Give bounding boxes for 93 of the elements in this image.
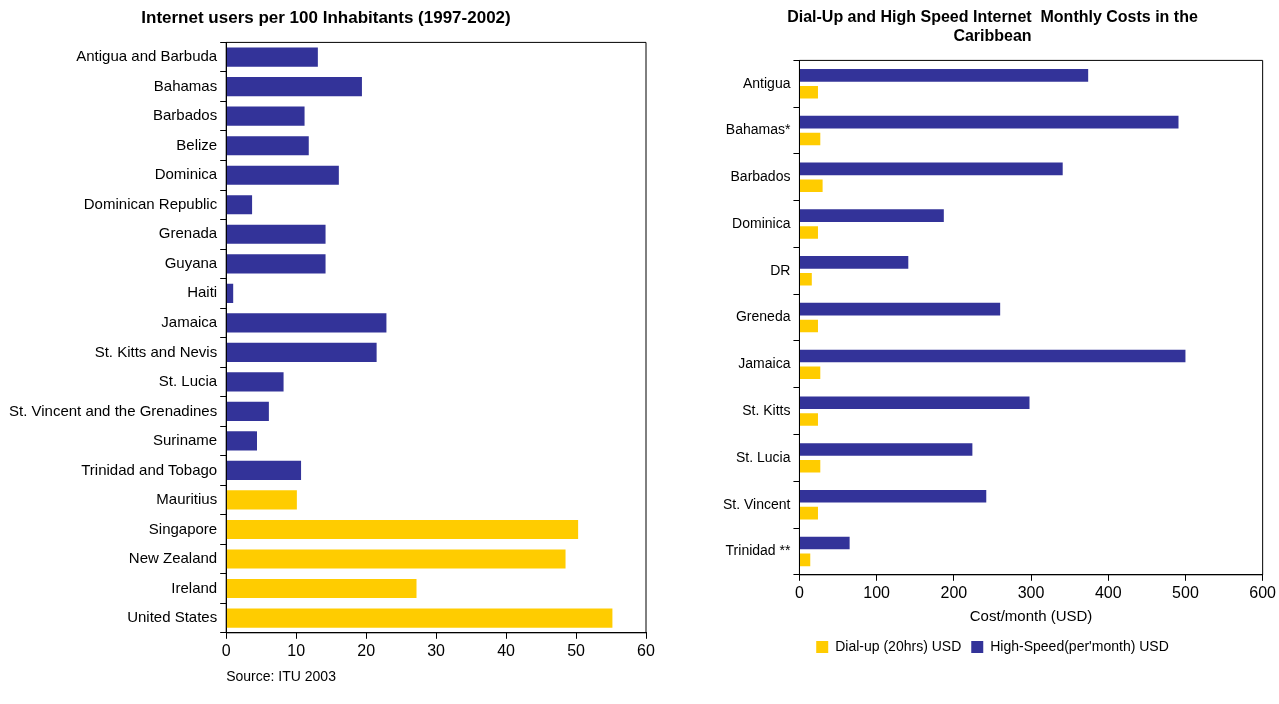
y-tick-label: Belize xyxy=(176,135,218,153)
y-tick-label: United States xyxy=(127,608,218,626)
bar xyxy=(799,179,823,193)
bar xyxy=(799,162,1063,176)
bar xyxy=(226,431,257,451)
bar xyxy=(799,256,909,269)
x-axis-title: Cost/month (USD) xyxy=(969,607,1093,625)
y-tick-label: Bahamas xyxy=(153,76,218,94)
x-tick-label: 0 xyxy=(221,641,231,659)
x-tick-label: 60 xyxy=(637,641,655,659)
bar xyxy=(226,372,284,392)
y-tick-label: Dominica xyxy=(732,214,791,231)
legend-label: High-Speed(per'month) USD xyxy=(990,637,1169,654)
bar xyxy=(799,366,821,380)
x-tick-label: 40 xyxy=(497,641,516,659)
bar xyxy=(226,519,579,540)
bar xyxy=(799,349,1186,363)
bar xyxy=(799,460,821,473)
y-tick-label: Dominican Republic xyxy=(83,194,218,212)
y-tick-label: Mauritius xyxy=(156,490,218,508)
bar xyxy=(226,195,253,215)
y-tick-label: Trinidad ** xyxy=(725,542,791,559)
x-tick-label: 200 xyxy=(940,583,968,601)
bar xyxy=(226,578,417,599)
y-tick-label: Guyana xyxy=(164,253,218,271)
y-tick-label: Barbados xyxy=(152,106,218,124)
y-tick-label: St. Lucia xyxy=(735,448,791,465)
x-tick-label: 10 xyxy=(287,641,306,659)
bar xyxy=(799,226,818,239)
bar xyxy=(226,608,613,628)
bar xyxy=(226,106,305,126)
bar xyxy=(799,85,818,99)
y-tick-label: Grenada xyxy=(158,224,218,242)
bar xyxy=(226,401,269,421)
y-tick-label: New Zealand xyxy=(128,549,218,567)
x-tick-label: 100 xyxy=(863,583,891,601)
chart-title: Internet users per 100 Inhabitants (1997-2002) xyxy=(141,7,511,27)
y-tick-label: Jamaica xyxy=(161,312,218,330)
bar xyxy=(226,490,297,510)
x-tick-label: 300 xyxy=(1017,583,1045,601)
y-tick-label: St. Lucia xyxy=(158,372,218,390)
y-tick-label: Haiti xyxy=(187,283,218,301)
x-tick-label: 20 xyxy=(357,641,376,659)
x-tick-label: 500 xyxy=(1172,583,1199,601)
bar xyxy=(799,553,811,567)
bar xyxy=(226,165,339,185)
bar xyxy=(799,272,812,286)
y-tick-label: Barbados xyxy=(730,168,791,185)
bar xyxy=(799,209,944,222)
bar xyxy=(226,460,302,481)
y-tick-label: Antigua xyxy=(742,74,791,91)
x-tick-label: 50 xyxy=(567,641,586,659)
bar xyxy=(799,69,1089,82)
y-tick-label: DR xyxy=(770,261,791,278)
x-tick-label: 0 xyxy=(795,583,804,601)
bar xyxy=(799,413,818,426)
legend-label: Dial-up (20hrs) USD xyxy=(835,637,962,654)
bar xyxy=(799,115,1179,129)
bar xyxy=(799,443,973,456)
y-tick-label: Dominica xyxy=(154,165,218,183)
bar xyxy=(226,313,387,333)
y-tick-label: Bahamas* xyxy=(725,121,791,138)
bar xyxy=(226,549,566,569)
bar xyxy=(226,283,234,303)
source-note: Source: ITU 2003 xyxy=(226,667,337,684)
bar xyxy=(226,342,377,362)
y-tick-label: Greneda xyxy=(735,308,791,325)
y-tick-label: Trinidad and Tobago xyxy=(81,460,218,478)
bar xyxy=(226,77,362,97)
x-tick-label: 400 xyxy=(1094,583,1122,601)
bar xyxy=(226,254,326,274)
y-tick-label: St. Kitts and Nevis xyxy=(94,342,218,360)
x-tick-label: 30 xyxy=(427,641,446,659)
bar xyxy=(799,489,987,503)
bar xyxy=(799,319,818,333)
y-tick-label: St. Vincent and the Grenadines xyxy=(9,401,218,419)
bar xyxy=(799,302,1001,316)
y-tick-label: Suriname xyxy=(153,431,218,449)
y-tick-label: Antigua and Barbuda xyxy=(76,47,218,65)
y-tick-label: St. Vincent xyxy=(723,495,791,512)
y-tick-label: Jamaica xyxy=(738,355,791,372)
bar xyxy=(799,396,1030,410)
bar xyxy=(799,536,850,550)
bar xyxy=(226,47,318,67)
bar xyxy=(799,132,821,146)
bar xyxy=(226,136,309,156)
x-tick-label: 600 xyxy=(1249,583,1277,601)
bar xyxy=(799,506,818,520)
y-tick-label: St. Kitts xyxy=(742,401,791,418)
chart-title: Dial-Up and High Speed Internet Monthly Costs in the Caribbean xyxy=(787,8,1198,45)
bar xyxy=(226,224,326,244)
y-tick-label: Singapore xyxy=(148,519,218,537)
y-tick-label: Ireland xyxy=(171,578,218,596)
